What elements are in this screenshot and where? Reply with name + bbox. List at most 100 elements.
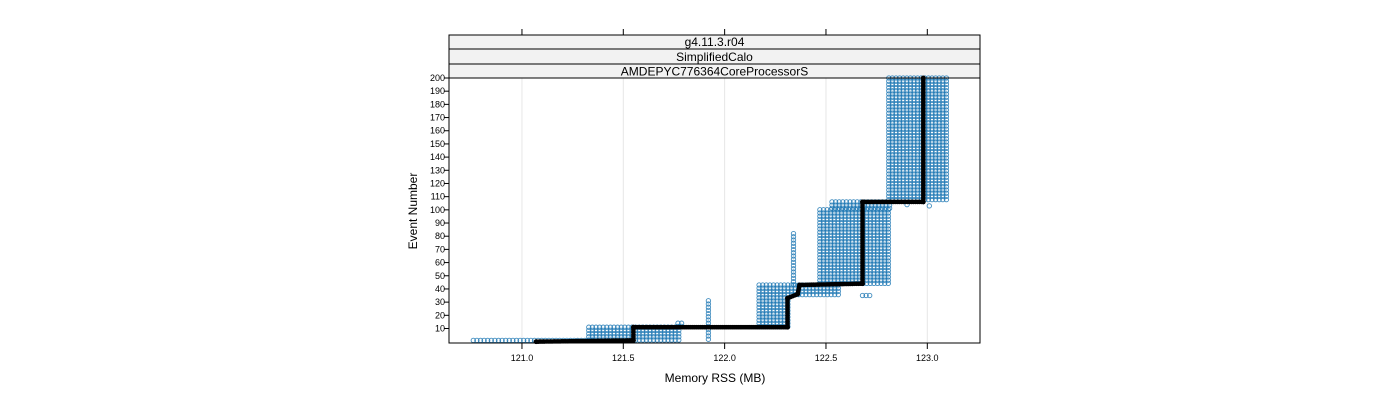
run-point: [889, 177, 896, 184]
run-point: [936, 107, 942, 113]
run-point: [889, 155, 896, 161]
run-point: [611, 327, 617, 334]
run-point: [893, 78, 899, 84]
run-point: [878, 267, 884, 274]
run-point: [889, 123, 896, 129]
run-point: [760, 304, 766, 311]
run-point: [885, 210, 891, 216]
run-point: [820, 232, 827, 239]
run-point: [886, 120, 892, 126]
run-point: [907, 113, 914, 120]
run-point: [831, 242, 837, 248]
run-point: [774, 295, 780, 301]
run-point: [817, 223, 823, 229]
run-point: [889, 129, 896, 136]
x-tick-label-3: 122.5: [815, 353, 838, 363]
run-point: [871, 277, 877, 283]
run-point: [893, 107, 899, 113]
run-point: [925, 113, 932, 120]
run-point: [940, 107, 946, 113]
median-point-8: [860, 199, 865, 205]
run-point: [932, 132, 939, 139]
run-point: [828, 223, 834, 229]
run-point: [900, 123, 906, 129]
run-point: [929, 168, 935, 174]
run-point: [820, 229, 827, 235]
top-tick-marks: [521, 29, 928, 35]
run-point: [874, 245, 881, 251]
run-point: [900, 184, 906, 190]
run-point: [932, 100, 939, 107]
run-point: [874, 274, 881, 280]
run-point: [760, 317, 766, 323]
run-point: [756, 282, 762, 288]
run-point: [936, 168, 942, 174]
run-point: [925, 104, 932, 110]
run-point: [828, 216, 834, 223]
run-point: [943, 132, 950, 139]
run-point: [767, 282, 773, 288]
run-point: [661, 330, 668, 337]
run-point: [907, 145, 914, 152]
run-point: [896, 132, 903, 139]
run-point: [932, 158, 939, 164]
run-point: [820, 274, 827, 280]
run-point: [936, 187, 942, 193]
run-point: [658, 337, 664, 343]
run-point: [914, 123, 921, 129]
run-point: [936, 158, 942, 164]
run-point: [874, 251, 881, 258]
run-point: [763, 282, 769, 288]
run-point: [911, 120, 917, 126]
run-point: [907, 136, 914, 142]
run-point: [647, 330, 653, 337]
run-point: [849, 216, 855, 223]
run-point: [835, 235, 841, 242]
run-point: [940, 126, 946, 132]
run-point: [885, 242, 891, 248]
run-cluster-7: [817, 207, 891, 287]
run-point: [914, 148, 921, 155]
run-point: [893, 142, 899, 148]
run-point: [770, 298, 777, 304]
run-point: [896, 126, 903, 132]
run-point: [925, 78, 932, 84]
run-point: [911, 180, 917, 187]
run-point: [929, 78, 935, 84]
run-point: [932, 145, 939, 152]
run-point: [831, 267, 837, 274]
run-point: [940, 180, 946, 187]
run-point: [767, 311, 773, 317]
run-point: [878, 226, 884, 232]
run-point: [896, 187, 903, 193]
run-point: [817, 239, 823, 245]
run-point: [828, 291, 834, 298]
run-point: [849, 245, 855, 251]
run-point: [828, 255, 834, 261]
run-point: [936, 142, 942, 148]
run-point: [904, 94, 910, 100]
run-point: [900, 136, 906, 142]
run-point: [774, 291, 780, 298]
run-point: [932, 104, 939, 110]
run-point: [867, 271, 873, 277]
run-point: [889, 187, 896, 193]
run-point: [611, 330, 617, 337]
run-point: [925, 91, 932, 97]
run-point: [607, 327, 614, 334]
run-point: [907, 158, 914, 164]
run-point: [943, 190, 950, 196]
run-point: [770, 301, 777, 307]
run-point: [596, 327, 603, 334]
run-point: [900, 155, 906, 161]
run-point: [586, 330, 592, 337]
run-point: [900, 97, 906, 104]
run-point: [840, 205, 846, 211]
run-point: [896, 168, 903, 174]
run-point: [886, 91, 892, 97]
run-point: [763, 291, 769, 298]
run-point: [636, 334, 642, 340]
run-point: [914, 81, 921, 88]
run-point: [596, 330, 603, 337]
run-point: [778, 295, 784, 301]
